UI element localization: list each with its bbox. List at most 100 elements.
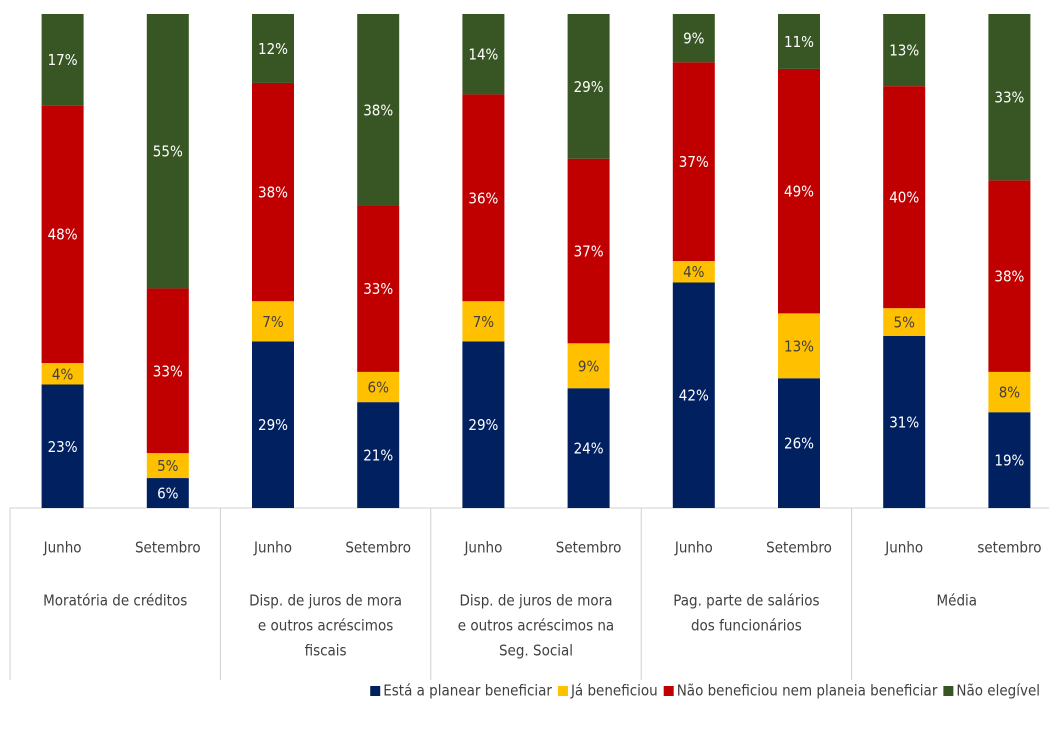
data-label: 49% [784,183,814,201]
group-label: e outros acréscimos [258,617,393,635]
bar-segment [146,288,189,454]
legend-swatch [370,686,381,696]
x-tick-label: Setembro [556,539,622,557]
data-label: 6% [367,379,389,397]
data-label: 14% [468,46,498,64]
data-label: 8% [999,384,1021,402]
data-label: 9% [578,357,600,375]
bar-segment [567,14,610,159]
bar-segment [252,82,294,302]
data-label: 33% [363,280,393,298]
bar-segment [988,14,1031,181]
data-label: 48% [48,226,78,244]
x-tick-label: Setembro [766,539,832,557]
bar-segment [988,180,1031,372]
bar-segment [41,384,84,508]
data-label: 13% [889,42,919,60]
group-label: fiscais [305,642,347,660]
data-label: 33% [153,362,183,380]
x-tick-label: Junho [463,539,502,557]
bar-segment [462,341,505,508]
bar-segment [567,158,610,344]
bar-segment [988,371,1031,413]
bar-segment [672,282,715,508]
data-label: 19% [994,452,1024,470]
legend-label: Não beneficiou nem planeia beneficiar [677,682,938,700]
group-label: e outros acréscimos na [458,617,614,635]
bar-segment [462,14,505,95]
bar-segment [778,313,820,379]
bar-segment [41,363,84,385]
bar-segment [146,478,189,508]
bar-segment [146,14,189,289]
bar-segment [357,402,400,508]
data-label: 38% [994,268,1024,286]
data-label: 37% [679,153,709,171]
data-label: 29% [258,416,288,434]
x-tick-label: Junho [43,539,82,557]
group-label: Seg. Social [499,642,573,660]
legend-label: Já beneficiou [570,682,658,700]
bar-segment [672,62,715,262]
bar-segment [883,14,926,87]
bar-segment [883,335,926,508]
legend-label: Não elegível [956,682,1040,700]
bar-segment [357,14,400,206]
bar-segment [567,388,610,508]
data-label: 26% [784,435,814,453]
data-label: 29% [468,416,498,434]
bar-segment [252,14,294,83]
data-label: 9% [683,30,705,48]
x-tick-label: Junho [884,539,923,557]
bar-segment [778,68,820,314]
data-label: 24% [574,440,604,458]
bar-segment [883,86,926,309]
data-label: 7% [262,313,284,331]
data-label: 42% [679,387,709,405]
data-label: 55% [153,143,183,161]
x-tick-label: Setembro [345,539,411,557]
data-label: 6% [157,485,179,503]
bar-segment [883,308,926,336]
group-label: Disp. de juros de mora [460,592,613,610]
data-label: 31% [889,413,919,431]
data-label: 37% [574,243,604,261]
bar-segment [146,453,189,479]
data-label: 4% [683,263,705,281]
x-tick-label: Junho [253,539,292,557]
x-tick-label: Junho [674,539,713,557]
bar-segment [462,301,505,342]
data-label: 7% [473,313,495,331]
data-label: 5% [157,457,179,475]
data-label: 4% [52,365,74,383]
data-label: 17% [48,51,78,69]
x-tick-label: Setembro [135,539,201,557]
x-tick-label: setembro [977,539,1041,557]
bar-segment [41,105,84,364]
group-label: Pag. parte de salários [673,592,819,610]
data-label: 29% [574,78,604,96]
bar-segment [41,14,84,106]
group-label: Disp. de juros de mora [249,592,402,610]
data-label: 5% [893,314,915,332]
data-label: 13% [784,337,814,355]
bar-segment [252,341,294,508]
bar-segment [357,205,400,372]
bar-segment [778,14,820,69]
data-label: 40% [889,189,919,207]
bar-segment [357,371,400,403]
data-label: 33% [994,89,1024,107]
data-label: 21% [363,447,393,465]
group-label: Média [937,592,978,610]
data-label: 12% [258,40,288,58]
bar-segment [567,343,610,389]
data-label: 36% [468,189,498,207]
bar-segment [462,94,505,302]
legend-swatch [943,686,954,696]
bar-segment [988,412,1031,508]
data-label: 11% [784,33,814,51]
legend-label: Está a planear beneficiar [383,682,552,700]
data-label: 38% [363,101,393,119]
data-label: 38% [258,184,288,202]
